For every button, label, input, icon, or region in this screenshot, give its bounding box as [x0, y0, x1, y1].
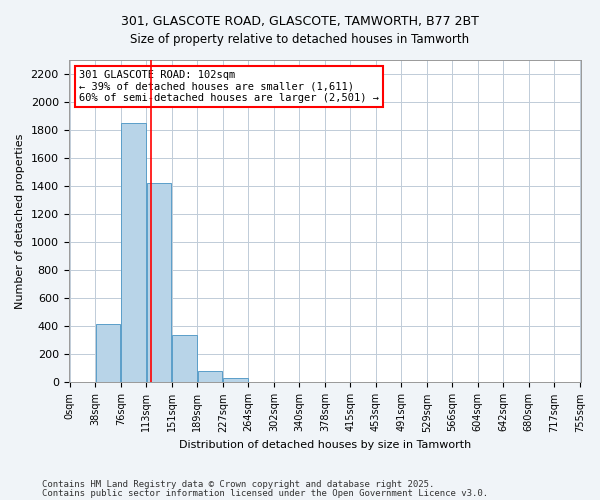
Text: 301, GLASCOTE ROAD, GLASCOTE, TAMWORTH, B77 2BT: 301, GLASCOTE ROAD, GLASCOTE, TAMWORTH, … [121, 15, 479, 28]
Text: Size of property relative to detached houses in Tamworth: Size of property relative to detached ho… [130, 32, 470, 46]
Text: Contains public sector information licensed under the Open Government Licence v3: Contains public sector information licen… [42, 488, 488, 498]
Bar [121, 123, 146, 382]
Text: 301 GLASCOTE ROAD: 102sqm
← 39% of detached houses are smaller (1,611)
60% of se: 301 GLASCOTE ROAD: 102sqm ← 39% of detac… [79, 70, 379, 103]
Bar [172, 335, 197, 382]
Text: Contains HM Land Registry data © Crown copyright and database right 2025.: Contains HM Land Registry data © Crown c… [42, 480, 434, 489]
Y-axis label: Number of detached properties: Number of detached properties [15, 134, 25, 309]
Bar [223, 378, 248, 382]
Bar [96, 324, 120, 382]
X-axis label: Distribution of detached houses by size in Tamworth: Distribution of detached houses by size … [179, 440, 471, 450]
Bar [198, 371, 222, 382]
Bar [147, 184, 171, 382]
